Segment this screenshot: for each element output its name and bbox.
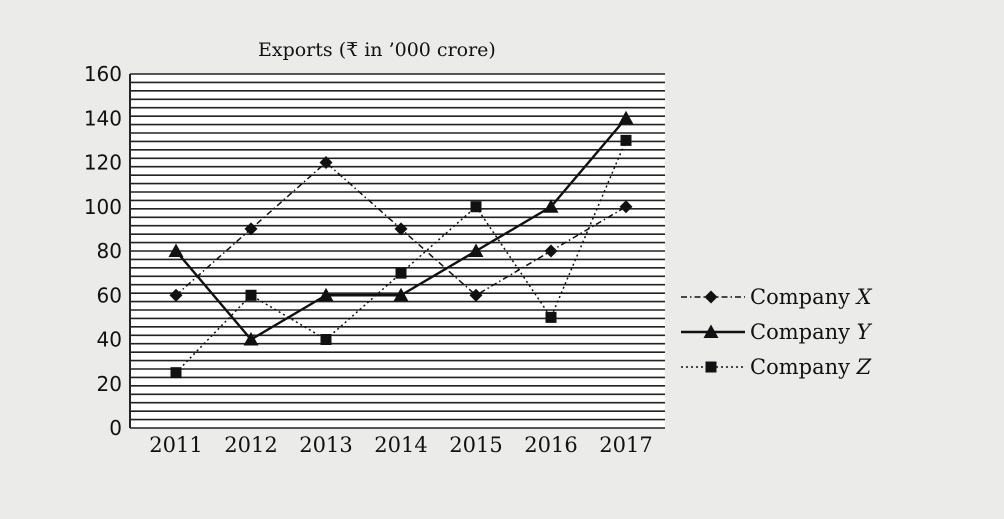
data-point-company-y — [243, 332, 259, 346]
y-tick-label: 80 — [97, 239, 122, 263]
x-tick-label: 2013 — [299, 433, 352, 457]
x-axis-ticks: 2011 2012 2013 2014 2015 2016 2017 — [149, 433, 652, 457]
legend-marker — [705, 361, 717, 373]
series-layer — [168, 110, 634, 379]
data-point-company-z — [545, 311, 557, 323]
y-tick-label: 100 — [84, 195, 122, 219]
y-tick-label: 0 — [109, 416, 122, 440]
y-tick-label: 20 — [97, 372, 122, 396]
data-point-company-x — [544, 244, 558, 258]
legend-item-company-z: Company Z — [681, 355, 872, 379]
data-point-company-z — [620, 134, 632, 146]
legend-label: Company X — [750, 285, 873, 309]
data-point-company-z — [470, 201, 482, 213]
y-tick-label: 60 — [97, 283, 122, 307]
data-point-company-x — [169, 288, 183, 302]
data-point-company-x — [469, 288, 483, 302]
y-axis-ticks: 0 20 40 60 80 100 120 140 160 — [84, 62, 122, 440]
legend: Company X Company Y Company Z — [681, 285, 873, 379]
series-company-z — [170, 134, 632, 379]
data-point-company-x — [394, 222, 408, 236]
x-tick-label: 2016 — [524, 433, 577, 457]
x-tick-label: 2012 — [224, 433, 277, 457]
data-point-company-y — [393, 287, 409, 302]
data-point-company-z — [320, 334, 332, 345]
series-company-x — [169, 156, 633, 302]
data-point-company-z — [245, 289, 257, 301]
y-tick-label: 140 — [84, 106, 122, 130]
chart-title: Exports (₹ in ’000 crore) — [258, 39, 496, 61]
series-company-y — [168, 110, 634, 346]
x-tick-label: 2014 — [374, 433, 427, 457]
data-point-company-x — [244, 222, 258, 236]
legend-marker — [703, 324, 719, 338]
y-tick-label: 160 — [84, 62, 122, 86]
y-tick-label: 40 — [97, 328, 122, 352]
data-point-company-z — [395, 267, 407, 279]
data-point-company-y — [318, 287, 334, 302]
y-tick-label: 120 — [84, 151, 122, 175]
x-tick-label: 2011 — [149, 433, 202, 457]
data-point-company-y — [543, 199, 559, 213]
x-tick-label: 2015 — [449, 433, 502, 457]
legend-item-company-y: Company Y — [681, 320, 873, 344]
plot-area — [129, 73, 665, 429]
data-point-company-x — [619, 200, 633, 214]
data-point-company-y — [168, 243, 184, 257]
legend-marker — [704, 290, 718, 304]
legend-label: Company Y — [750, 320, 873, 344]
data-point-company-y — [618, 110, 634, 125]
data-point-company-z — [170, 367, 182, 379]
data-point-company-y — [468, 243, 484, 257]
legend-label: Company Z — [750, 355, 872, 379]
x-tick-label: 2017 — [599, 433, 652, 457]
data-point-company-x — [319, 156, 333, 169]
legend-item-company-x: Company X — [681, 285, 873, 309]
